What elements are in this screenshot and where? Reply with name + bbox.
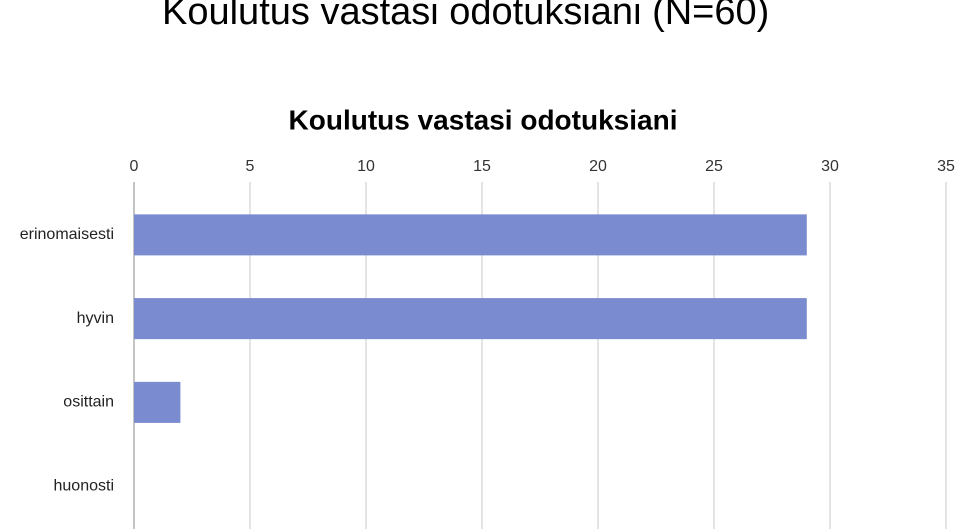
x-tick-label: 25 bbox=[705, 158, 723, 175]
slide-title: Koulutus vastasi odotuksiani (N=60) bbox=[162, 0, 769, 33]
x-tick-label: 35 bbox=[937, 158, 955, 175]
x-tick-label: 5 bbox=[246, 158, 255, 175]
y-tick-label: erinomaisesti bbox=[20, 226, 114, 243]
bar bbox=[134, 298, 807, 340]
x-tick-label: 30 bbox=[821, 158, 839, 175]
x-tick-label: 0 bbox=[130, 158, 139, 175]
x-tick-label: 10 bbox=[357, 158, 375, 175]
chart-title: Koulutus vastasi odotuksiani bbox=[289, 104, 678, 135]
y-tick-label: hyvin bbox=[77, 310, 114, 327]
bar bbox=[134, 381, 181, 423]
x-tick-label: 20 bbox=[589, 158, 607, 175]
bar bbox=[134, 214, 807, 256]
x-tick-label: 15 bbox=[473, 158, 491, 175]
y-tick-label: huonosti bbox=[54, 477, 115, 494]
y-tick-label: osittain bbox=[63, 394, 114, 411]
